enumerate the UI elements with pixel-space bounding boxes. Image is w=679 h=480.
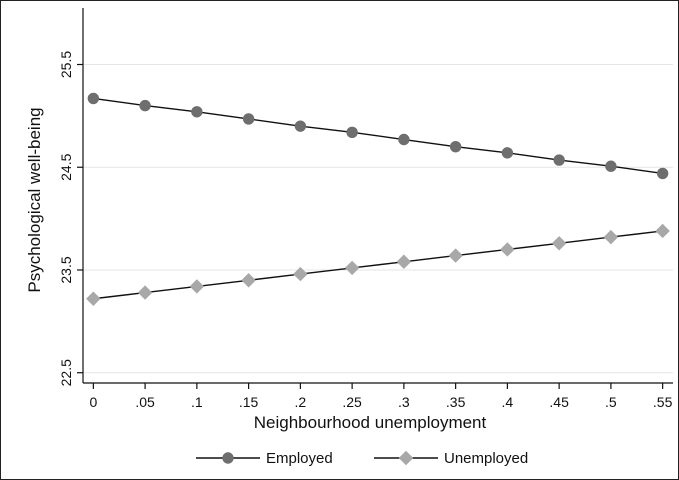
employed-point <box>656 167 669 180</box>
grid <box>83 64 673 374</box>
x-tick-label: .55 <box>653 394 673 410</box>
employed-point <box>398 133 410 146</box>
plot-area <box>83 8 673 383</box>
x-tick-label: .15 <box>239 394 259 410</box>
legend-marker <box>222 452 234 464</box>
legend-label: Unemployed <box>444 450 528 467</box>
legend-item-unemployed: Unemployed <box>374 450 528 467</box>
unemployed-point <box>551 236 567 251</box>
x-tick-label: .1 <box>191 394 203 410</box>
legend-marker <box>398 450 414 466</box>
unemployed-point <box>241 273 256 288</box>
unemployed-point <box>137 285 153 300</box>
unemployed-series <box>86 223 670 306</box>
y-axis-title: Psychological well-being <box>25 107 44 292</box>
x-tick-label: .05 <box>135 394 155 410</box>
employed-line <box>93 97 663 175</box>
employed-point <box>346 126 358 139</box>
legend-label: Employed <box>266 450 333 467</box>
unemployed-line <box>93 230 663 300</box>
x-tick-label: 0 <box>89 394 97 410</box>
employed-point <box>501 147 514 159</box>
unemployed-point <box>344 260 360 276</box>
x-axis-title: Neighbourhood unemployment <box>254 413 487 432</box>
employed-point <box>242 113 255 125</box>
unemployed-point <box>293 266 308 282</box>
unemployed-point <box>603 229 619 245</box>
unemployed-point <box>86 291 101 306</box>
unemployed-point <box>448 248 463 263</box>
x-tick-label: .25 <box>342 394 362 410</box>
y-tick-label: 23.5 <box>58 256 74 283</box>
x-tick-label: .35 <box>446 394 466 410</box>
x-tick-label: .5 <box>605 394 617 410</box>
employed-point <box>139 99 151 112</box>
unemployed-point <box>189 279 205 294</box>
y-tick-label: 22.5 <box>58 359 74 386</box>
unemployed-point <box>655 223 670 239</box>
y-tick-label: 25.5 <box>58 51 74 78</box>
employed-point <box>553 154 565 166</box>
employed-point <box>449 140 462 153</box>
employed-point <box>294 120 307 132</box>
employed-point <box>87 92 100 105</box>
employed-series <box>87 92 669 180</box>
legend-item-employed: Employed <box>196 450 333 467</box>
unemployed-point <box>396 254 412 269</box>
series <box>86 92 670 306</box>
unemployed-point <box>500 242 515 257</box>
x-tick-label: .45 <box>549 394 569 410</box>
x-tick-label: .4 <box>502 394 514 410</box>
x-tick-label: .2 <box>295 394 307 410</box>
legend: Employed Unemployed <box>196 450 528 467</box>
x-tick-label: .3 <box>398 394 410 410</box>
y-tick-label: 24.5 <box>58 153 74 180</box>
employed-point <box>605 160 617 172</box>
axes: 22.5 23.5 24.5 25.5 0 .05 .1 .15 .2 .25 .3 .35 .4 .45… <box>58 8 673 410</box>
employed-point <box>191 106 203 118</box>
